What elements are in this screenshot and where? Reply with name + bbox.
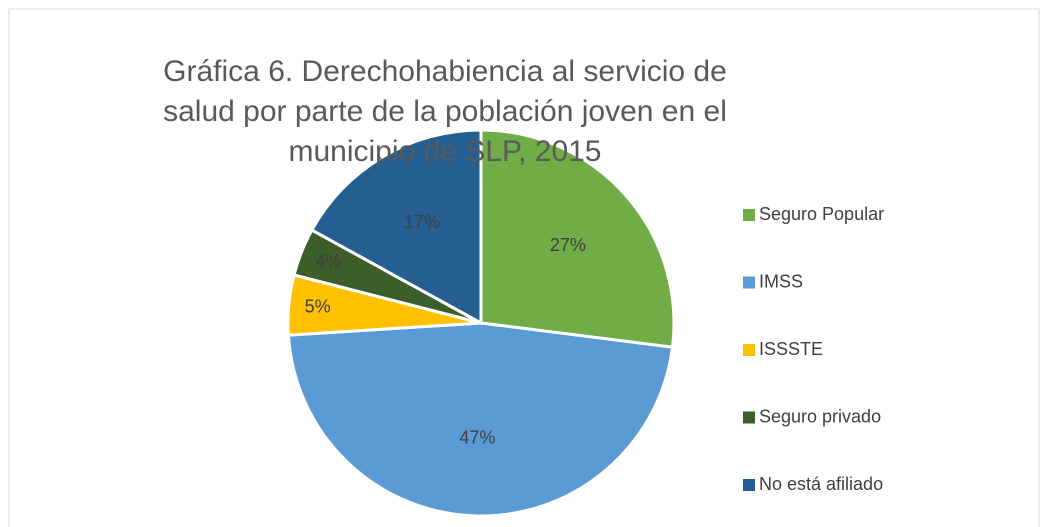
- data-label: 47%: [459, 427, 495, 447]
- legend-swatch: [743, 411, 755, 424]
- legend-swatch: [743, 276, 755, 289]
- chart-title: Gráfica 6. Derechohabiencia al servicio …: [163, 55, 727, 168]
- legend-label: IMSS: [759, 271, 803, 291]
- pie-slice: [286, 321, 675, 518]
- legend-swatch: [743, 344, 755, 356]
- data-label: 27%: [550, 235, 586, 255]
- legend-swatch: [743, 479, 755, 491]
- pie-slice: [479, 128, 676, 349]
- chart-border: [8, 8, 1040, 527]
- legend-label: Seguro Popular: [759, 204, 884, 224]
- legend-label: Seguro privado: [759, 406, 881, 426]
- data-label: 4%: [315, 251, 341, 271]
- legend-label: No está afiliado: [759, 474, 883, 494]
- pie-slice: [309, 128, 483, 326]
- data-label: 17%: [404, 212, 440, 232]
- data-label: 5%: [305, 296, 331, 316]
- legend-swatch: [743, 209, 755, 221]
- legend-label: ISSSTE: [759, 339, 823, 359]
